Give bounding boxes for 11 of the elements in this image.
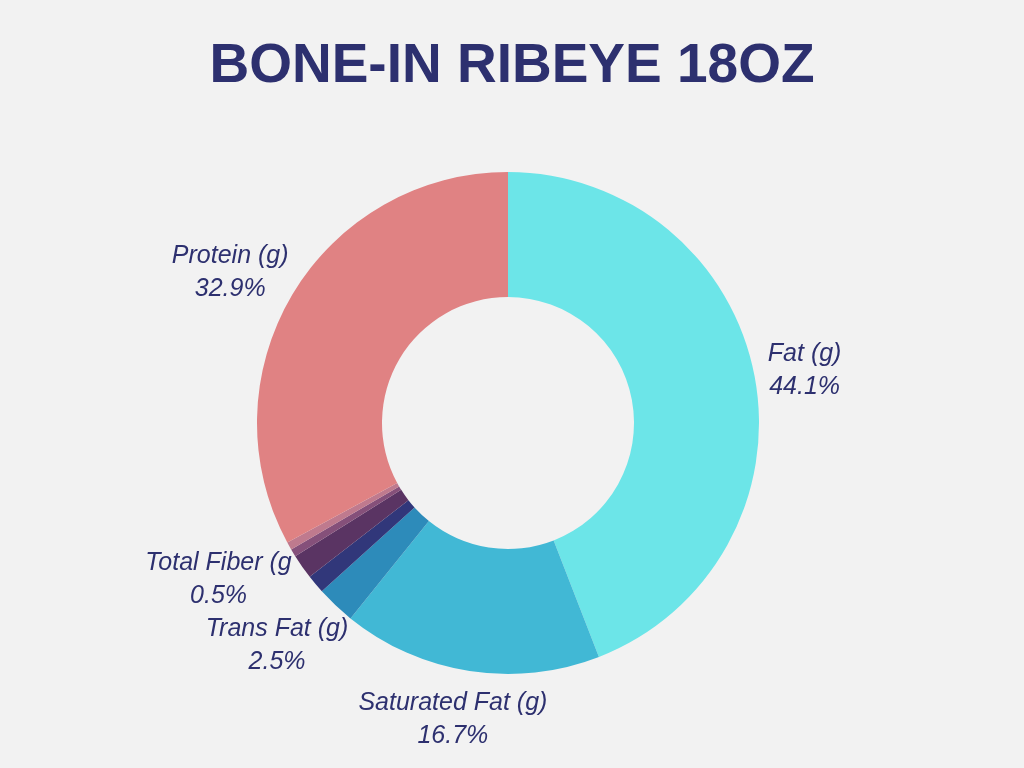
chart-title: BONE-IN RIBEYE 18OZ <box>209 31 815 94</box>
data-label: 16.7% <box>417 719 489 748</box>
slice-label: Total Fiber (g <box>145 546 292 575</box>
data-label: 2.5% <box>247 645 306 674</box>
data-label: 32.9% <box>194 273 266 301</box>
slice-label: Trans Fat (g) <box>205 612 349 641</box>
data-label: 44.1% <box>769 370 841 399</box>
data-label: 0.5% <box>190 579 248 608</box>
slice-label: Fat (g) <box>767 337 842 366</box>
slice-label: Saturated Fat (g) <box>358 686 548 715</box>
slice-label: Protein (g) <box>171 240 289 268</box>
